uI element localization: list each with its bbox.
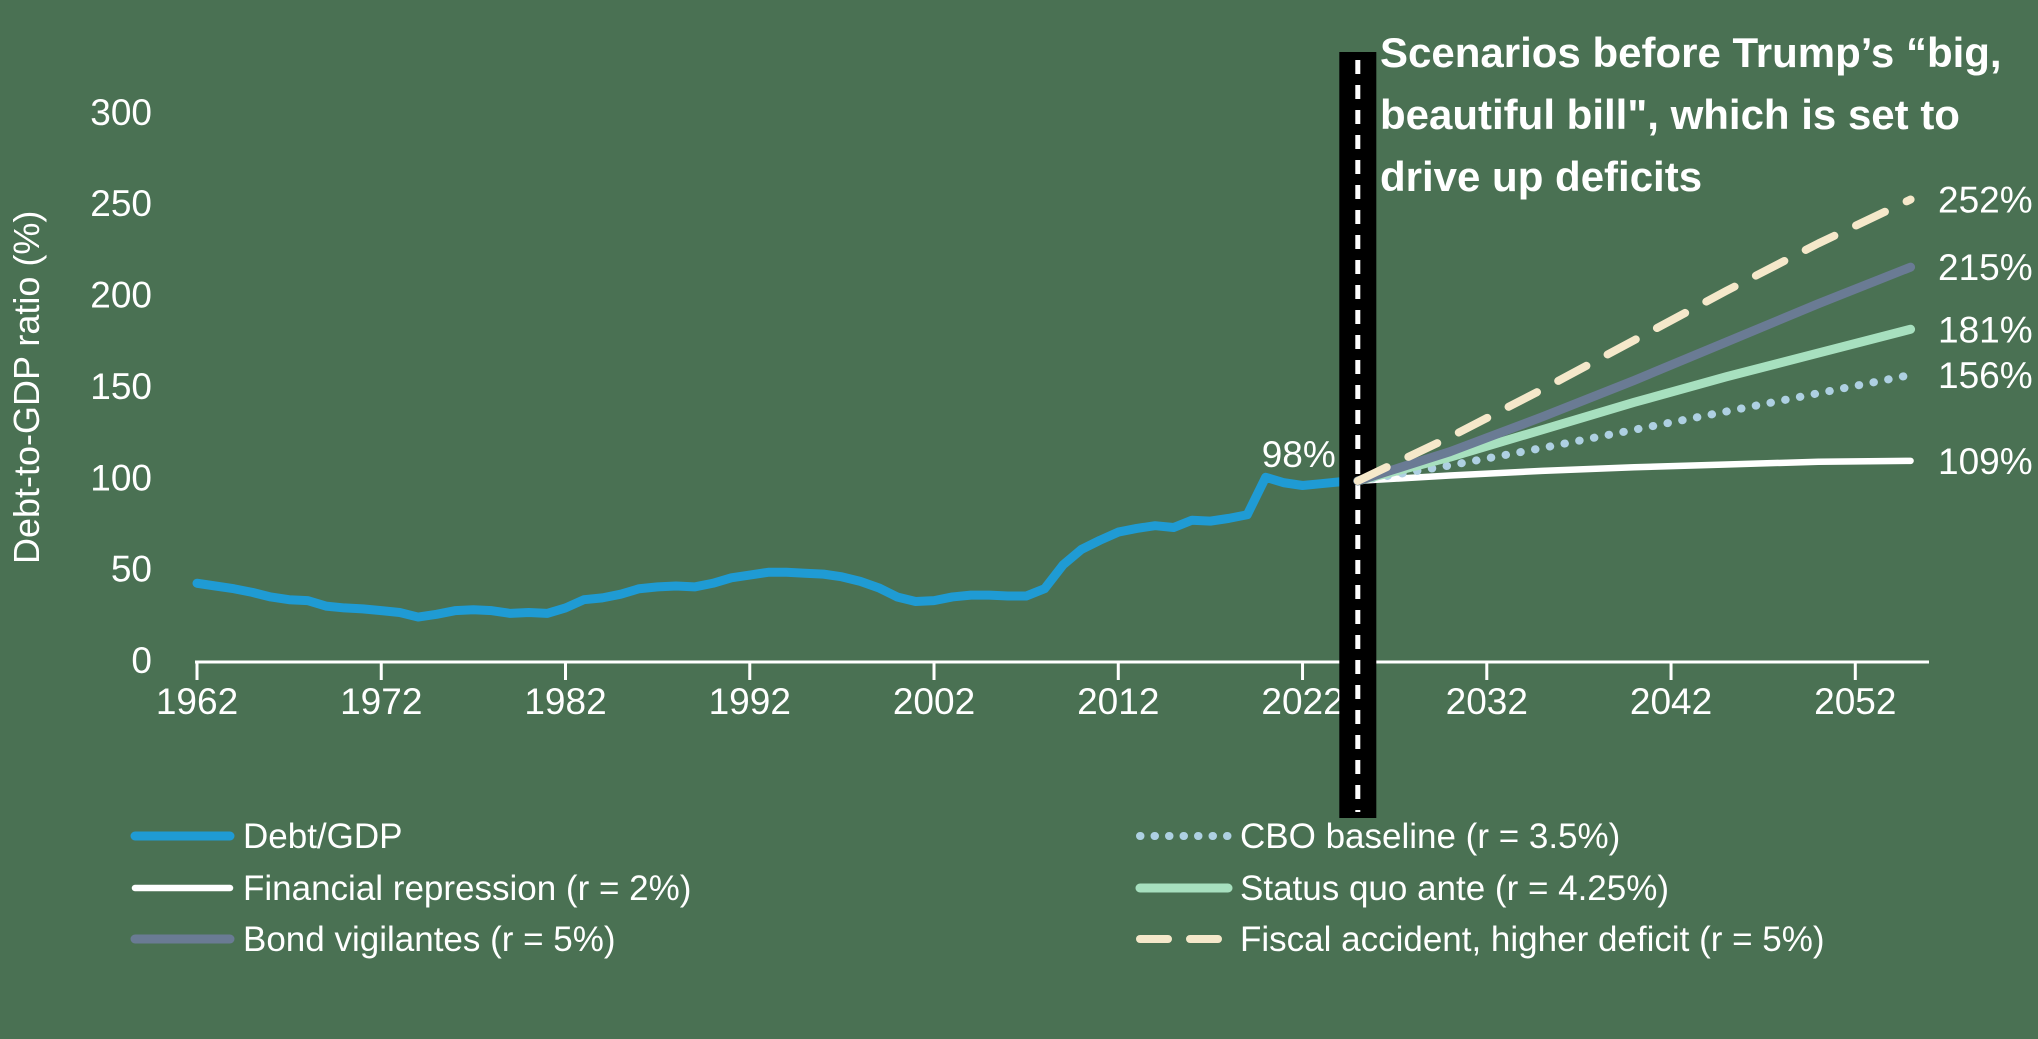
y-tick-label-0: 0 xyxy=(131,640,152,681)
x-tick-label-1972: 1972 xyxy=(340,681,422,722)
y-tick-label-50: 50 xyxy=(111,549,152,590)
x-tick-label-2052: 2052 xyxy=(1814,681,1896,722)
y-tick-label-200: 200 xyxy=(90,275,152,316)
series-financial-repression-r-2- xyxy=(1354,457,1914,485)
end-label-252%: 252% xyxy=(1938,180,2033,221)
x-tick-label-2002: 2002 xyxy=(893,681,975,722)
legend-label-cbo-baseline-r-3-5-: CBO baseline (r = 3.5%) xyxy=(1240,817,1620,856)
x-tick-label-2022: 2022 xyxy=(1261,681,1343,722)
x-tick-label-2012: 2012 xyxy=(1077,681,1159,722)
series-debt-gdp xyxy=(192,472,1363,622)
legend-label-fiscal-accident-higher-deficit-r-5-: Fiscal accident, higher deficit (r = 5%) xyxy=(1240,920,1825,959)
y-tick-label-250: 250 xyxy=(90,183,152,224)
x-tick-label-1992: 1992 xyxy=(709,681,791,722)
annotation-line-1: Scenarios before Trump’s “big, xyxy=(1380,29,2002,76)
x-tick-label-1962: 1962 xyxy=(156,681,238,722)
y-tick-label-300: 300 xyxy=(90,92,152,133)
end-label-109%: 109% xyxy=(1938,441,2033,482)
y-axis-title: Debt-to-GDP ratio (%) xyxy=(6,210,47,565)
series-status-quo-ante-r-4-25- xyxy=(1353,324,1916,486)
x-tick-label-1982: 1982 xyxy=(524,681,606,722)
end-label-215%: 215% xyxy=(1938,247,2033,288)
y-tick-label-150: 150 xyxy=(90,366,152,407)
legend-label-bond-vigilantes-r-5-: Bond vigilantes (r = 5%) xyxy=(243,920,616,959)
x-tick-label-2032: 2032 xyxy=(1446,681,1528,722)
series-bond-vigilantes-r-5- xyxy=(1353,262,1916,486)
junction-value-label: 98% xyxy=(1262,434,1336,475)
legend-label-financial-repression-r-2-: Financial repression (r = 2%) xyxy=(243,869,691,908)
annotation-text: Scenarios before Trump’s “big, beautiful… xyxy=(1380,22,2002,208)
annotation-line-2: beautiful bill", which is set to xyxy=(1380,91,1960,138)
legend-label-debt-gdp: Debt/GDP xyxy=(243,817,403,856)
series-fiscal-accident-higher-deficit-r-5- xyxy=(1353,195,1915,485)
series-cbo-baseline-r-3-5- xyxy=(1353,370,1915,485)
end-label-156%: 156% xyxy=(1938,355,2033,396)
y-tick-label-100: 100 xyxy=(90,457,152,498)
end-label-181%: 181% xyxy=(1938,309,2033,350)
annotation-line-3: drive up deficits xyxy=(1380,153,1703,200)
x-tick-label-2042: 2042 xyxy=(1630,681,1712,722)
legend-label-status-quo-ante-r-4-25-: Status quo ante (r = 4.25%) xyxy=(1240,869,1669,908)
